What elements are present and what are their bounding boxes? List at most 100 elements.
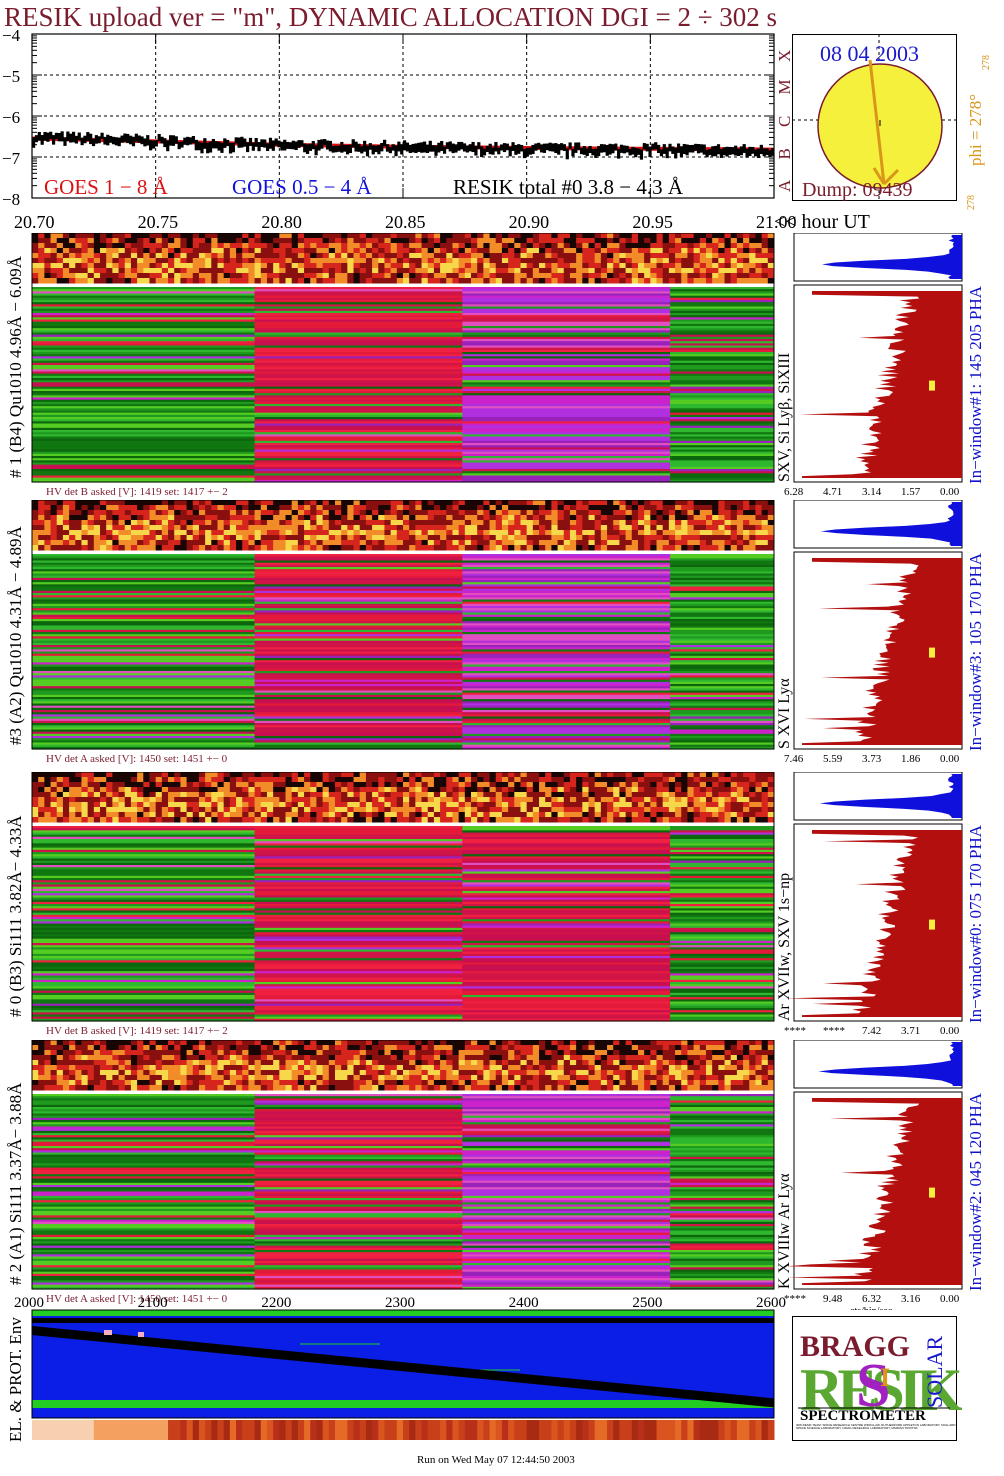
resik-point [520,144,524,152]
resik-point [602,144,606,153]
heat-cell [699,258,707,264]
heat-cell [118,258,126,264]
heat-cell [705,792,713,798]
heat-cell [143,530,150,536]
heat-cell [576,238,583,244]
stripe-row [32,414,256,418]
stripe-row [670,610,775,614]
heat-cell [687,540,695,546]
heat-cell [217,278,225,284]
stripe-row [254,634,463,637]
stripe-row [670,334,775,338]
heat-cell [205,792,212,798]
heat-cell [458,530,466,536]
heat-cell [353,233,361,239]
heat-cell [390,817,398,823]
resik-point [328,140,332,152]
heat-cell [681,782,688,788]
heat-cell [415,268,423,274]
heat-cell [198,797,206,803]
resik-point [411,143,415,153]
heat-cell [62,817,70,823]
heat-cell [730,535,738,541]
heat-cell [625,273,633,279]
heat-cell [168,233,175,239]
heat-cell [724,233,732,239]
heat-cell [347,807,355,813]
heat-cell [248,273,256,279]
heat-cell [508,238,515,244]
heat-cell [656,253,664,259]
resik-point [522,149,527,159]
stripe-row [32,940,256,944]
heat-cell [384,248,392,254]
heat-cell [248,248,256,254]
heat-cell [87,772,95,778]
heat-cell [273,253,280,259]
heat-cell [761,817,769,823]
heat-cell [755,515,763,521]
stripe-row [462,712,671,715]
heat-cell [38,540,45,546]
heat-cell [508,278,515,284]
heat-cell [656,797,664,803]
heat-cell [489,243,497,249]
heat-cell [532,510,540,516]
stripe-row [462,564,671,568]
heat-cell [56,525,64,531]
heat-cell [409,812,416,818]
stripe-row [462,882,671,886]
heat-cell [124,782,132,788]
stripe-row [670,447,775,451]
heat-cell [353,787,361,793]
heat-cell [248,243,256,249]
heat-cell [112,278,120,284]
heat-cell [328,797,336,803]
heat-cell [62,525,70,531]
stripe-row [32,927,256,931]
heat-cell [545,500,552,506]
heat-cell [310,510,317,516]
heat-cell [495,535,503,541]
heat-cell [390,510,398,516]
heat-cell [260,802,268,808]
heat-cell [81,233,89,239]
heat-cell [576,263,583,269]
heat-cell [266,505,274,511]
heat-cell [743,278,750,284]
heat-cell [607,787,614,793]
heat-cell [712,777,719,783]
resik-point [762,148,766,157]
heat-cell [662,540,670,546]
heat-cell [656,500,664,506]
heat-cell [563,802,571,808]
heat-cell [718,505,726,511]
heat-cell [161,777,169,783]
stripe-row [254,746,463,750]
heat-cell [211,520,218,526]
heat-cell [699,243,707,249]
heat-cell [390,797,398,803]
heat-cell [304,258,311,264]
heat-cell [557,500,565,506]
stripe-row [32,893,256,896]
heat-cell [532,515,540,521]
heat-cell [576,500,583,506]
heat-cell [582,500,589,506]
resik-point [183,137,187,145]
stripe-row [670,323,775,327]
heat-cell [637,243,645,249]
stripe-row [254,588,463,592]
heat-cell [588,530,596,536]
stripe-row [462,871,671,875]
stripe-row [254,393,463,396]
stripe-row [462,302,671,305]
resik-point [237,137,241,148]
heat-cell [50,248,58,254]
heat-cell [124,238,132,244]
heat-cell [100,278,107,284]
heat-cell [316,540,324,546]
stripe-row [254,975,463,979]
heat-cell [236,535,243,541]
heat-cell [229,817,237,823]
